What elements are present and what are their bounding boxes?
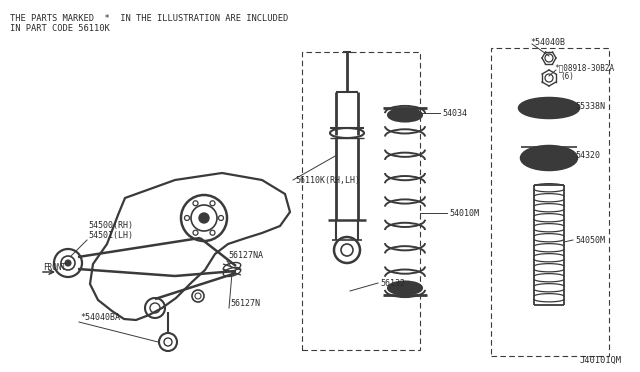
Text: J40101QM: J40101QM	[580, 356, 622, 365]
Text: IN PART CODE 56110K: IN PART CODE 56110K	[10, 23, 109, 32]
Text: 54320: 54320	[575, 151, 600, 160]
Text: 56110K(RH,LH): 56110K(RH,LH)	[295, 176, 360, 185]
Bar	[491, 48, 609, 356]
Text: *54040BA: *54040BA	[80, 314, 120, 323]
Circle shape	[199, 213, 209, 223]
Circle shape	[65, 260, 71, 266]
Text: 54010M: 54010M	[449, 208, 479, 218]
Ellipse shape	[388, 109, 422, 122]
Circle shape	[545, 154, 553, 162]
Text: *54040B: *54040B	[530, 38, 565, 46]
Text: 54501(LH): 54501(LH)	[88, 231, 133, 240]
Ellipse shape	[388, 282, 422, 295]
Text: 54034: 54034	[442, 109, 467, 118]
Text: 56127NA: 56127NA	[228, 250, 263, 260]
Text: THE PARTS MARKED  *  IN THE ILLUSTRATION ARE INCLUDED: THE PARTS MARKED * IN THE ILLUSTRATION A…	[10, 13, 288, 22]
Text: *ⓝ08918-30B2A: *ⓝ08918-30B2A	[554, 64, 614, 73]
Ellipse shape	[519, 98, 579, 118]
Ellipse shape	[521, 146, 577, 170]
Bar	[302, 52, 420, 350]
Text: 55338N: 55338N	[575, 102, 605, 110]
Text: 54500(RH): 54500(RH)	[88, 221, 133, 230]
Text: 56127N: 56127N	[230, 298, 260, 308]
Text: 54050M: 54050M	[575, 235, 605, 244]
Text: (6): (6)	[560, 71, 574, 80]
Text: FRONT: FRONT	[43, 263, 66, 272]
Text: 56132: 56132	[380, 279, 405, 288]
